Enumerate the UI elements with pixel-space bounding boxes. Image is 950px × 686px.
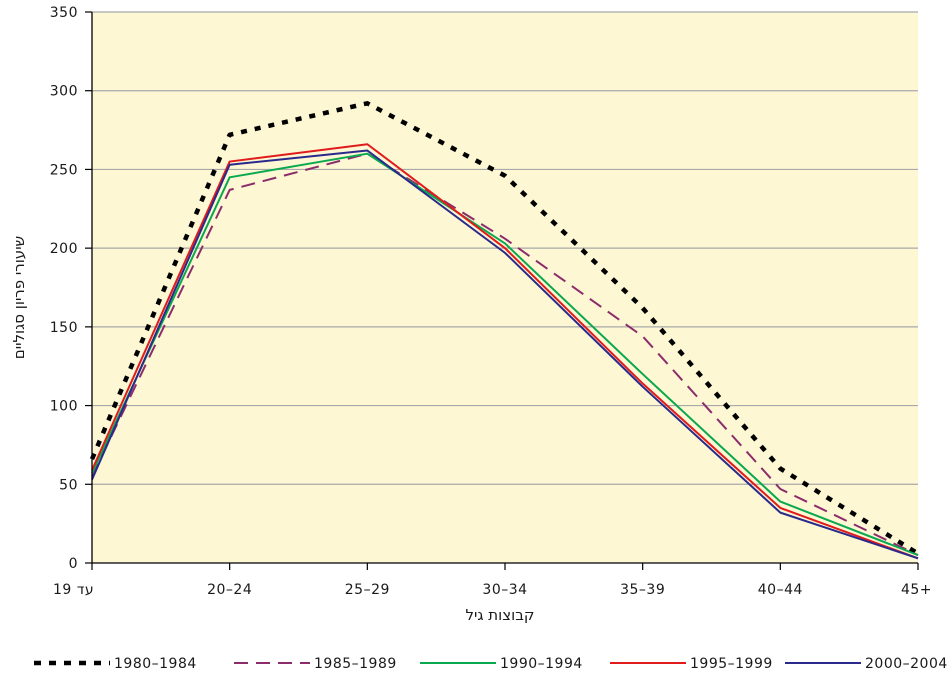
legend-label: 2000–2004: [865, 656, 948, 672]
data-point: [365, 142, 369, 146]
y-tick-label: 150: [50, 320, 78, 336]
legend-label: 1980–1984: [114, 656, 197, 672]
series-line: [91, 152, 919, 557]
series-line: [89, 101, 920, 556]
data-point: [503, 241, 507, 245]
x-tick-label: 30–34: [482, 582, 527, 598]
x-tick-label: עד 19: [53, 582, 94, 598]
series-2: [91, 152, 919, 557]
y-tick-label: 300: [50, 84, 78, 100]
legend-label: 1985–1989: [314, 656, 397, 672]
series-line: [91, 149, 919, 560]
data-point: [778, 511, 782, 515]
data-point: [641, 306, 645, 310]
legend-item: 1980–1984: [34, 656, 197, 672]
y-tick-label: 250: [50, 162, 78, 178]
data-point: [228, 163, 232, 167]
data-point: [641, 385, 645, 389]
x-tick-label: 40–44: [758, 582, 803, 598]
data-point: [641, 334, 645, 338]
legend-label: 1990–1994: [500, 656, 583, 672]
data-point: [503, 251, 507, 255]
gridlines: [92, 11, 918, 485]
x-tick-label: 45+: [901, 582, 932, 598]
series-3: [91, 142, 919, 560]
data-point: [228, 133, 232, 137]
series-0: [89, 101, 920, 556]
x-tick-label: 35–39: [620, 582, 665, 598]
y-tick-label: 200: [50, 241, 78, 257]
legend-item: 1985–1989: [234, 656, 397, 672]
y-tick-label: 50: [59, 477, 78, 493]
legend-item: 2000–2004: [785, 656, 948, 672]
series-line: [91, 143, 919, 560]
y-tick-label: 100: [50, 399, 78, 415]
legend-label: 1995–1999: [690, 656, 773, 672]
plot-background: [92, 12, 918, 563]
series-line: [91, 152, 919, 557]
series-layer: [89, 101, 920, 560]
data-point: [641, 372, 645, 376]
data-point: [503, 246, 507, 250]
x-axis-title: קבוצות גיל: [465, 606, 534, 624]
axes: 0 50 100 150 200 250 300 350 עד 19 20–24 25–29 30–3…: [50, 5, 932, 598]
data-point: [778, 500, 782, 504]
y-tick-label: 0: [69, 556, 78, 572]
data-point: [778, 506, 782, 510]
data-point: [228, 188, 232, 192]
series-4: [91, 149, 920, 560]
data-point: [778, 467, 782, 471]
x-tick-label: 20–24: [207, 582, 252, 598]
legend: 1980–1984 1985–1989 1990–1994 1995–1999 2000…: [34, 656, 948, 672]
data-point: [778, 487, 782, 491]
y-tick-label: 350: [50, 5, 78, 21]
legend-item: 1995–1999: [610, 656, 773, 672]
data-point: [503, 237, 507, 241]
y-axis-title: שיעורי פריון סגוליים: [10, 236, 28, 359]
data-point: [503, 174, 507, 178]
data-point: [365, 101, 369, 105]
data-point: [916, 556, 920, 560]
data-point: [365, 149, 369, 153]
x-tick-label: 25–29: [345, 582, 390, 598]
series-1: [91, 152, 919, 557]
legend-item: 1990–1994: [420, 656, 583, 672]
data-point: [228, 175, 232, 179]
